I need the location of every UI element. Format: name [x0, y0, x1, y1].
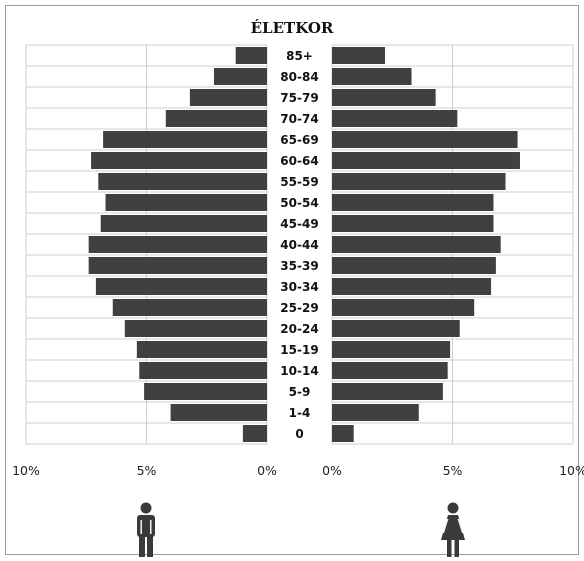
age-label-40-44: 40-44	[280, 238, 318, 252]
female-bar-75-79	[332, 89, 436, 106]
male-bar-10-14	[139, 362, 267, 379]
male-bar-1-4	[170, 404, 267, 421]
age-label-35-39: 35-39	[280, 259, 318, 273]
male-bar-25-29	[112, 299, 267, 316]
male-bar-60-64	[91, 152, 267, 169]
right-tick-label: 5%	[443, 463, 463, 478]
female-icon	[441, 502, 465, 557]
age-label-80-84: 80-84	[280, 70, 318, 84]
female-bar-25-29	[332, 299, 475, 316]
male-bar-5-9	[144, 383, 267, 400]
age-label-30-34: 30-34	[280, 280, 318, 294]
female-bar-10-14	[332, 362, 448, 379]
female-bar-40-44	[332, 236, 501, 253]
female-bar-15-19	[332, 341, 451, 358]
age-label-70-74: 70-74	[280, 112, 318, 126]
age-label-75-79: 75-79	[280, 91, 318, 105]
age-label-85+: 85+	[286, 49, 313, 63]
right-axis-ticks: 0% 5% 10%	[322, 463, 584, 478]
female-bar-55-59	[332, 173, 506, 190]
female-bar-50-54	[332, 194, 494, 211]
male-bar-70-74	[165, 110, 267, 127]
male-bars	[88, 47, 268, 442]
female-bar-1-4	[332, 404, 419, 421]
right-tick-label: 0%	[322, 463, 342, 478]
left-tick-label: 0%	[257, 463, 277, 478]
male-bar-45-49	[100, 215, 268, 232]
age-label-20-24: 20-24	[280, 322, 318, 336]
male-bar-30-34	[95, 278, 267, 295]
age-label-60-64: 60-64	[280, 154, 318, 168]
male-bar-15-19	[136, 341, 267, 358]
male-icon	[137, 502, 155, 557]
female-bars	[332, 47, 520, 442]
female-bar-60-64	[332, 152, 520, 169]
female-bar-65-69	[332, 131, 518, 148]
female-bar-70-74	[332, 110, 458, 127]
left-tick-label: 10%	[12, 463, 40, 478]
age-label-10-14: 10-14	[280, 364, 318, 378]
age-label-65-69: 65-69	[280, 133, 318, 147]
chart-frame	[5, 5, 579, 555]
chart-title: ÉLETKOR	[251, 19, 334, 37]
left-axis-ticks: 10% 5% 0%	[12, 463, 277, 478]
female-bar-35-39	[332, 257, 496, 274]
female-bar-30-34	[332, 278, 492, 295]
female-bar-85+	[332, 47, 386, 64]
male-bar-50-54	[105, 194, 267, 211]
age-label-1-4: 1-4	[289, 406, 311, 420]
age-label-0: 0	[295, 427, 303, 441]
age-label-55-59: 55-59	[280, 175, 318, 189]
male-bar-65-69	[103, 131, 268, 148]
age-label-25-29: 25-29	[280, 301, 318, 315]
female-bar-5-9	[332, 383, 443, 400]
female-bar-80-84	[332, 68, 412, 85]
male-bar-80-84	[213, 68, 267, 85]
left-tick-label: 5%	[137, 463, 157, 478]
male-bar-0	[242, 425, 267, 442]
female-bar-0	[332, 425, 354, 442]
age-label-5-9: 5-9	[289, 385, 311, 399]
male-bar-20-24	[124, 320, 267, 337]
age-label-50-54: 50-54	[280, 196, 318, 210]
male-bar-75-79	[189, 89, 267, 106]
male-bar-40-44	[88, 236, 267, 253]
age-label-15-19: 15-19	[280, 343, 318, 357]
female-bar-20-24	[332, 320, 460, 337]
right-tick-label: 10%	[559, 463, 584, 478]
male-bar-35-39	[88, 257, 267, 274]
age-group-labels: 85+ 80-84 75-79 70-74 65-69 60-64 55-59 50-54 45…	[280, 49, 318, 441]
male-bar-85+	[235, 47, 267, 64]
male-bar-55-59	[98, 173, 267, 190]
age-label-45-49: 45-49	[280, 217, 318, 231]
female-bar-45-49	[332, 215, 494, 232]
